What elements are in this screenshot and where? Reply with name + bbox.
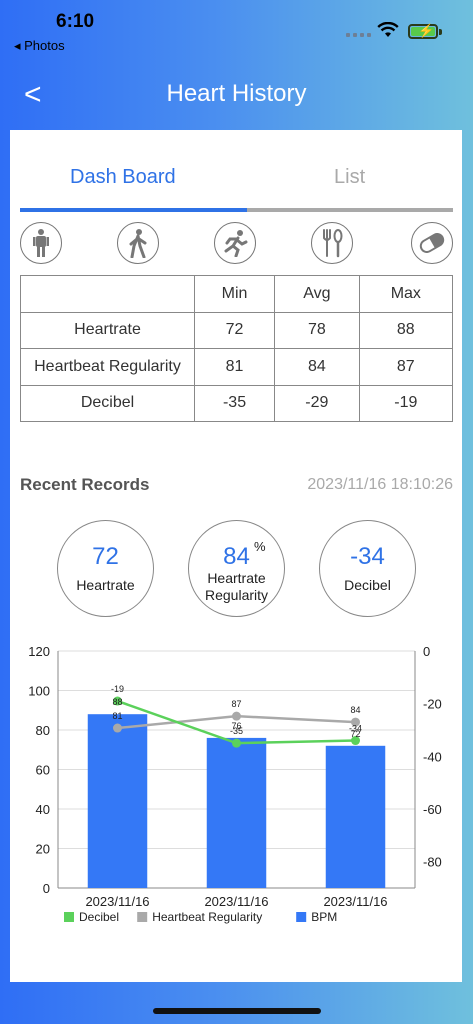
legend-label: BPM xyxy=(311,910,337,924)
navigation-bar: < Heart History xyxy=(0,70,473,118)
page-title: Heart History xyxy=(166,80,307,107)
y-right-tick-label: -80 xyxy=(423,855,442,870)
regularity-value: 84 xyxy=(223,543,250,570)
cell-min: 81 xyxy=(193,348,276,386)
battery-icon: ⚡ xyxy=(408,23,438,39)
bpm-bar xyxy=(325,745,386,888)
legend-swatch xyxy=(137,912,148,922)
tab-list[interactable]: List xyxy=(334,166,366,188)
row-label: Heartbeat Regularity xyxy=(20,348,195,386)
decibel-value: -34 xyxy=(350,543,385,570)
legend-label: Heartbeat Regularity xyxy=(152,910,262,924)
tab-dashboard[interactable]: Dash Board xyxy=(70,166,176,188)
cell-min: 72 xyxy=(193,311,276,349)
data-label: -19 xyxy=(111,684,124,694)
x-tick-label: 2023/11/16 xyxy=(85,894,149,909)
data-label: 81 xyxy=(112,711,122,721)
y-left-tick-label: 60 xyxy=(36,763,50,778)
status-time: 6:10 xyxy=(56,11,95,32)
data-label: 72 xyxy=(350,729,360,739)
cell-max: 87 xyxy=(358,348,454,386)
legend-swatch xyxy=(296,912,307,922)
cell-avg: 78 xyxy=(274,311,360,349)
recent-records-title: Recent Records xyxy=(20,475,150,494)
data-label: 87 xyxy=(231,699,241,709)
cell-avg: 84 xyxy=(274,348,360,386)
legend-swatch xyxy=(64,912,74,922)
heartrate-value: 72 xyxy=(92,543,119,570)
row-label: Heartrate xyxy=(20,311,195,349)
back-button[interactable]: < xyxy=(24,78,42,111)
wifi-icon xyxy=(377,21,399,43)
table-header-max: Max xyxy=(358,275,454,313)
regularity-point xyxy=(232,711,241,721)
cell-max: 88 xyxy=(358,311,454,349)
data-label: 76 xyxy=(231,721,241,731)
y-right-tick-label: -60 xyxy=(423,802,442,817)
battery-tip xyxy=(439,29,442,35)
decibel-point xyxy=(351,736,360,746)
cell-min: -35 xyxy=(193,384,276,422)
data-label: 84 xyxy=(350,705,360,715)
walking-icon[interactable] xyxy=(117,222,159,264)
y-left-tick-label: 0 xyxy=(43,881,50,896)
decibel-point xyxy=(113,696,122,706)
history-chart: 0 20 40 60 80 100 120 0 -20 -40 -60 -80 88 76 72 81 87 84… xyxy=(28,644,442,924)
back-to-photos-link[interactable]: ◂ Photos xyxy=(14,38,65,53)
status-bar: 6:10 ◂ Photos ⚡ xyxy=(0,0,473,60)
cell-avg: -29 xyxy=(274,384,360,422)
x-tick-label: 2023/11/16 xyxy=(323,894,387,909)
data-label: -35 xyxy=(230,726,243,736)
stats-header-row: Min Avg Max xyxy=(20,275,454,313)
home-indicator[interactable] xyxy=(153,1008,321,1014)
legend-label: Decibel xyxy=(79,910,119,924)
y-left-tick-label: 40 xyxy=(36,802,50,817)
table-header-min: Min xyxy=(193,275,276,313)
running-icon[interactable] xyxy=(214,222,256,264)
y-left-tick-label: 80 xyxy=(36,723,50,738)
medicine-icon[interactable] xyxy=(411,222,453,264)
cell-max: -19 xyxy=(358,384,454,422)
regularity-label-line1: Heartrate xyxy=(207,570,266,586)
activity-icon-row xyxy=(20,222,453,266)
regularity-point xyxy=(351,717,360,727)
regularity-circle: 84 % Heartrate Regularity xyxy=(188,520,285,617)
standing-icon[interactable] xyxy=(20,222,62,264)
table-row: Heartbeat Regularity 81 84 87 xyxy=(20,348,454,386)
content-card: Dash Board List Min Avg Max Heartrate 72 xyxy=(10,130,462,982)
decibel-point xyxy=(232,738,241,748)
y-left-tick-label: 20 xyxy=(36,842,50,857)
table-row: Heartrate 72 78 88 xyxy=(20,311,454,349)
tab-indicator-track xyxy=(20,208,453,212)
regularity-unit: % xyxy=(254,539,266,554)
y-right-tick-label: -40 xyxy=(423,749,442,764)
y-right-tick-label: 0 xyxy=(423,644,430,659)
x-tick-label: 2023/11/16 xyxy=(204,894,268,909)
y-right-tick-label: -20 xyxy=(423,697,442,712)
dining-icon[interactable] xyxy=(311,222,353,264)
bpm-bar xyxy=(87,714,148,888)
heartrate-circle: 72 Heartrate xyxy=(57,520,154,617)
row-label: Decibel xyxy=(20,384,195,422)
table-header-empty xyxy=(20,275,195,313)
y-left-tick-label: 120 xyxy=(28,644,50,659)
heartrate-label: Heartrate xyxy=(76,577,135,593)
decibel-label: Decibel xyxy=(344,577,391,593)
bpm-bar xyxy=(206,737,267,888)
table-header-avg: Avg xyxy=(274,275,360,313)
data-label: -34 xyxy=(349,724,362,734)
decibel-circle: -34 Decibel xyxy=(319,520,416,617)
recent-records-timestamp: 2023/11/16 18:10:26 xyxy=(307,476,453,493)
tab-indicator-active xyxy=(20,208,247,212)
y-left-tick-label: 100 xyxy=(28,684,50,699)
regularity-label-line2: Regularity xyxy=(204,587,269,603)
table-row: Decibel -35 -29 -19 xyxy=(20,384,454,422)
cellular-signal-icon xyxy=(346,33,371,37)
data-label: 88 xyxy=(112,697,122,707)
regularity-point xyxy=(113,723,122,733)
tab-row: Dash Board List xyxy=(20,160,453,212)
stats-table: Min Avg Max Heartrate 72 78 88 Heartbeat… xyxy=(20,275,454,422)
